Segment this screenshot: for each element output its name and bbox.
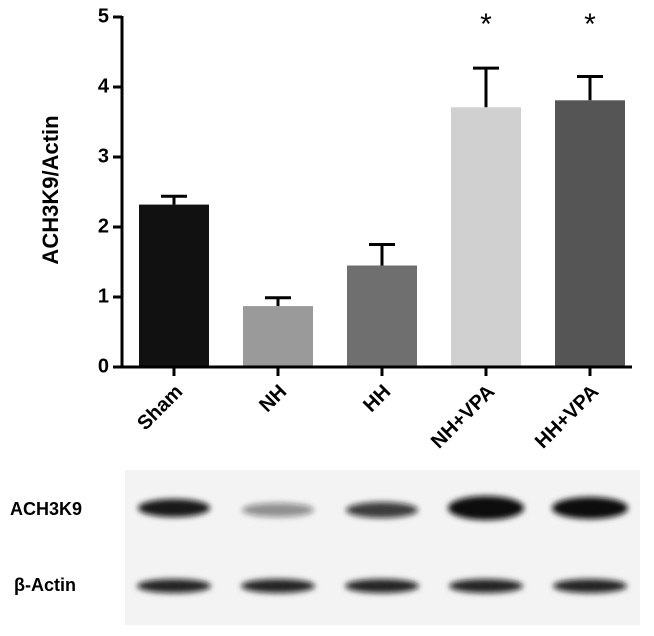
y-tick-label: 5 [98,5,109,27]
y-tick-label: 2 [98,215,109,237]
bar [451,107,521,368]
bar [243,306,313,367]
y-tick-label: 4 [98,75,110,97]
y-axis-label: ACH3K9/Actin [38,115,63,264]
blot-label: ACH3K9 [10,499,82,519]
bar [139,204,209,367]
x-tick-label: HH+VPA [531,381,603,453]
y-tick-label: 3 [98,145,109,167]
blot-image [125,470,640,625]
bar [347,265,417,367]
blot-label: β-Actin [14,575,76,595]
significance-mark: * [480,8,492,41]
x-tick-label: NH [255,381,291,417]
x-tick-label: HH [359,381,395,417]
y-tick-label: 1 [98,285,109,307]
significance-mark: * [584,8,596,41]
x-tick-label: NH+VPA [427,381,499,453]
bar [555,100,625,368]
x-tick-label: Sham [133,381,187,435]
y-tick-label: 0 [98,355,109,377]
